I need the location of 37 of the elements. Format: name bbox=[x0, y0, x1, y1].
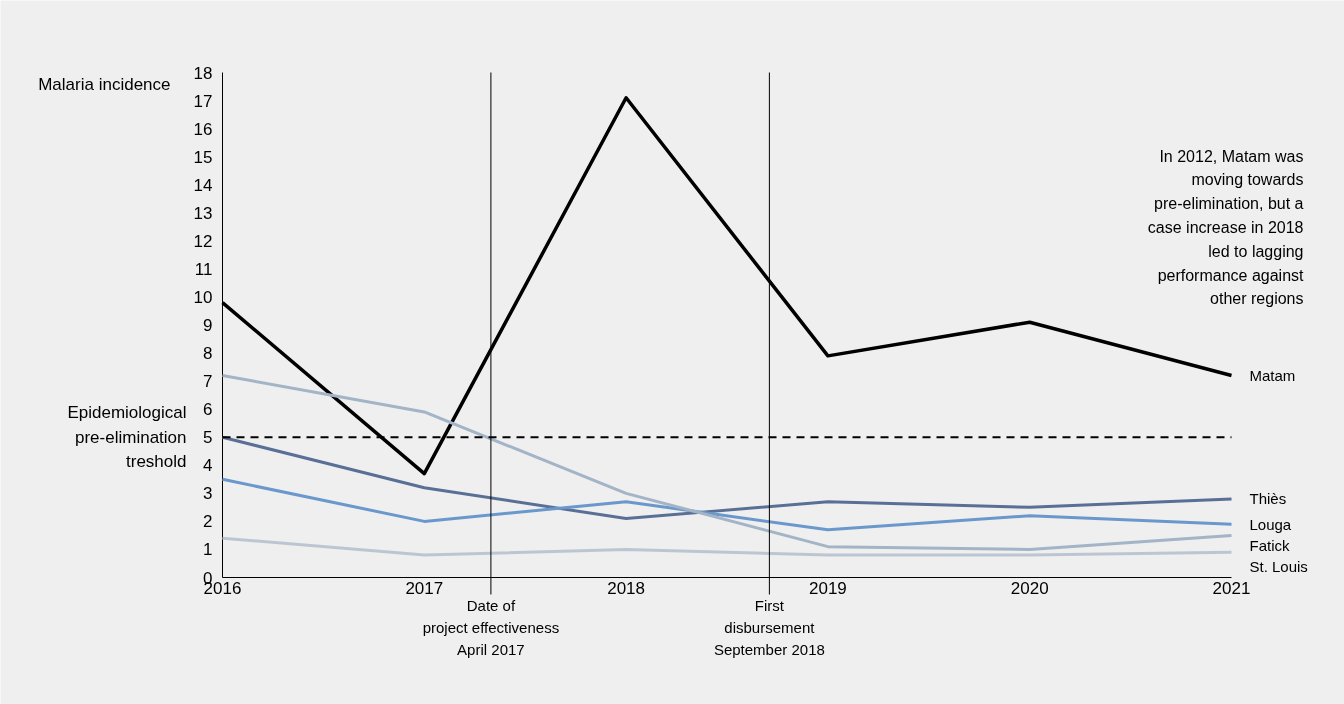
x-tick-label: 2020 bbox=[1010, 578, 1049, 598]
y-tick-label: 6 bbox=[203, 400, 213, 420]
y-tick-label: 18 bbox=[193, 63, 213, 83]
y-tick-label: 11 bbox=[194, 259, 213, 279]
y-tick-label: 1 bbox=[203, 540, 213, 560]
y-tick-label: 9 bbox=[203, 316, 213, 335]
x-tick-label: 2019 bbox=[808, 578, 847, 598]
y-tick-label: 5 bbox=[203, 428, 213, 448]
y-tick-label: 14 bbox=[193, 175, 213, 195]
y-tick-label: 12 bbox=[193, 231, 213, 251]
series-label: Louga bbox=[1249, 515, 1292, 533]
y-tick-label: 13 bbox=[193, 203, 213, 223]
y-tick-label: 17 bbox=[193, 91, 213, 111]
y-tick-label: 15 bbox=[193, 147, 213, 167]
series-label: Fatick bbox=[1249, 536, 1290, 554]
y-tick-label: 10 bbox=[193, 287, 213, 307]
line-series bbox=[221, 435, 1233, 521]
y-tick-label: 4 bbox=[203, 456, 213, 476]
y-tick-label: 3 bbox=[203, 484, 213, 504]
annotation: In 2012, Matam was moving towards pre-elimination, but a case increase in 2018 led to lagging performance against other regions bbox=[1147, 147, 1305, 308]
line-series bbox=[221, 374, 1233, 551]
x-tick-label: 2018 bbox=[607, 578, 646, 598]
series-label: Matam bbox=[1249, 367, 1296, 384]
x-tick-label: 2017 bbox=[405, 578, 444, 598]
series-label: St. Louis bbox=[1249, 557, 1308, 575]
ref-line-label: Epidemiological pre-elimination treshold bbox=[67, 403, 187, 472]
line-series bbox=[221, 536, 1233, 557]
line-series bbox=[221, 477, 1233, 532]
y-axis-title: Malaria incidence bbox=[38, 75, 171, 94]
ref-line-label: Date of project effectiveness April 2017 bbox=[422, 596, 560, 658]
y-tick-label: 16 bbox=[193, 119, 213, 139]
ref-line-label: First disbursement September 2018 bbox=[713, 596, 825, 658]
y-tick-label: 2 bbox=[203, 512, 213, 532]
y-tick-label: 8 bbox=[203, 344, 213, 364]
y-tick-label: 7 bbox=[203, 372, 213, 392]
series-label: Thiès bbox=[1249, 490, 1287, 508]
x-tick-label: 2021 bbox=[1212, 578, 1251, 598]
